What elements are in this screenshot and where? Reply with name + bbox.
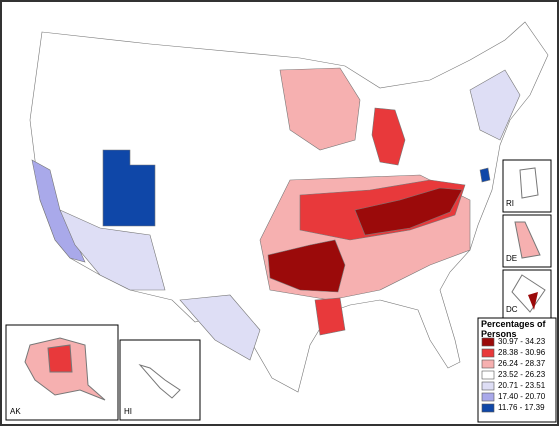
inset-shape [138,364,181,399]
inset-dc: DC [502,269,552,319]
regions [29,21,549,393]
southwest [59,209,166,291]
legend-swatch [481,403,495,413]
inset-label: DE [506,254,517,263]
inset-label: AK [10,407,21,416]
michigan [371,107,406,166]
legend-label: 30.97 - 34.23 [498,337,546,346]
legend-label: 20.71 - 23.51 [498,381,546,390]
inset-ri: RI [502,159,552,213]
inset-shape [511,274,546,313]
legend-swatch [481,381,495,391]
inset-label: RI [506,199,514,208]
inset-hi: HI [119,339,201,421]
legend-swatch [481,359,495,369]
legend-title: Percentages of Persons [481,319,547,339]
inset-label: HI [124,407,132,416]
texas-south [179,294,261,361]
legend: Percentages of Persons 30.97 - 34.23 28.38… [477,317,557,423]
inset-shape [47,344,73,373]
inset-shape [514,221,541,259]
legend-swatch [481,348,495,358]
louisiana [314,297,346,336]
legend-swatch [481,370,495,380]
northeast [469,69,521,141]
inset-shape [519,167,539,199]
legend-label: 26.24 - 28.37 [498,359,546,368]
legend-label: 11.76 - 17.39 [498,403,545,412]
midwest-band [279,67,361,151]
inset-de: DE [502,214,552,268]
inset-shape [528,292,538,310]
inset-ak: AK [5,324,119,421]
appalachia [354,187,463,236]
legend-swatch [481,337,495,347]
legend-swatch [481,392,495,402]
utah-region [102,149,156,227]
arkansas-oklahoma [267,239,346,293]
dc-area [479,167,491,183]
legend-label: 17.40 - 20.70 [498,392,546,401]
legend-label: 23.52 - 26.23 [498,370,546,379]
legend-label: 28.38 - 30.96 [498,348,546,357]
inset-label: DC [506,305,518,314]
